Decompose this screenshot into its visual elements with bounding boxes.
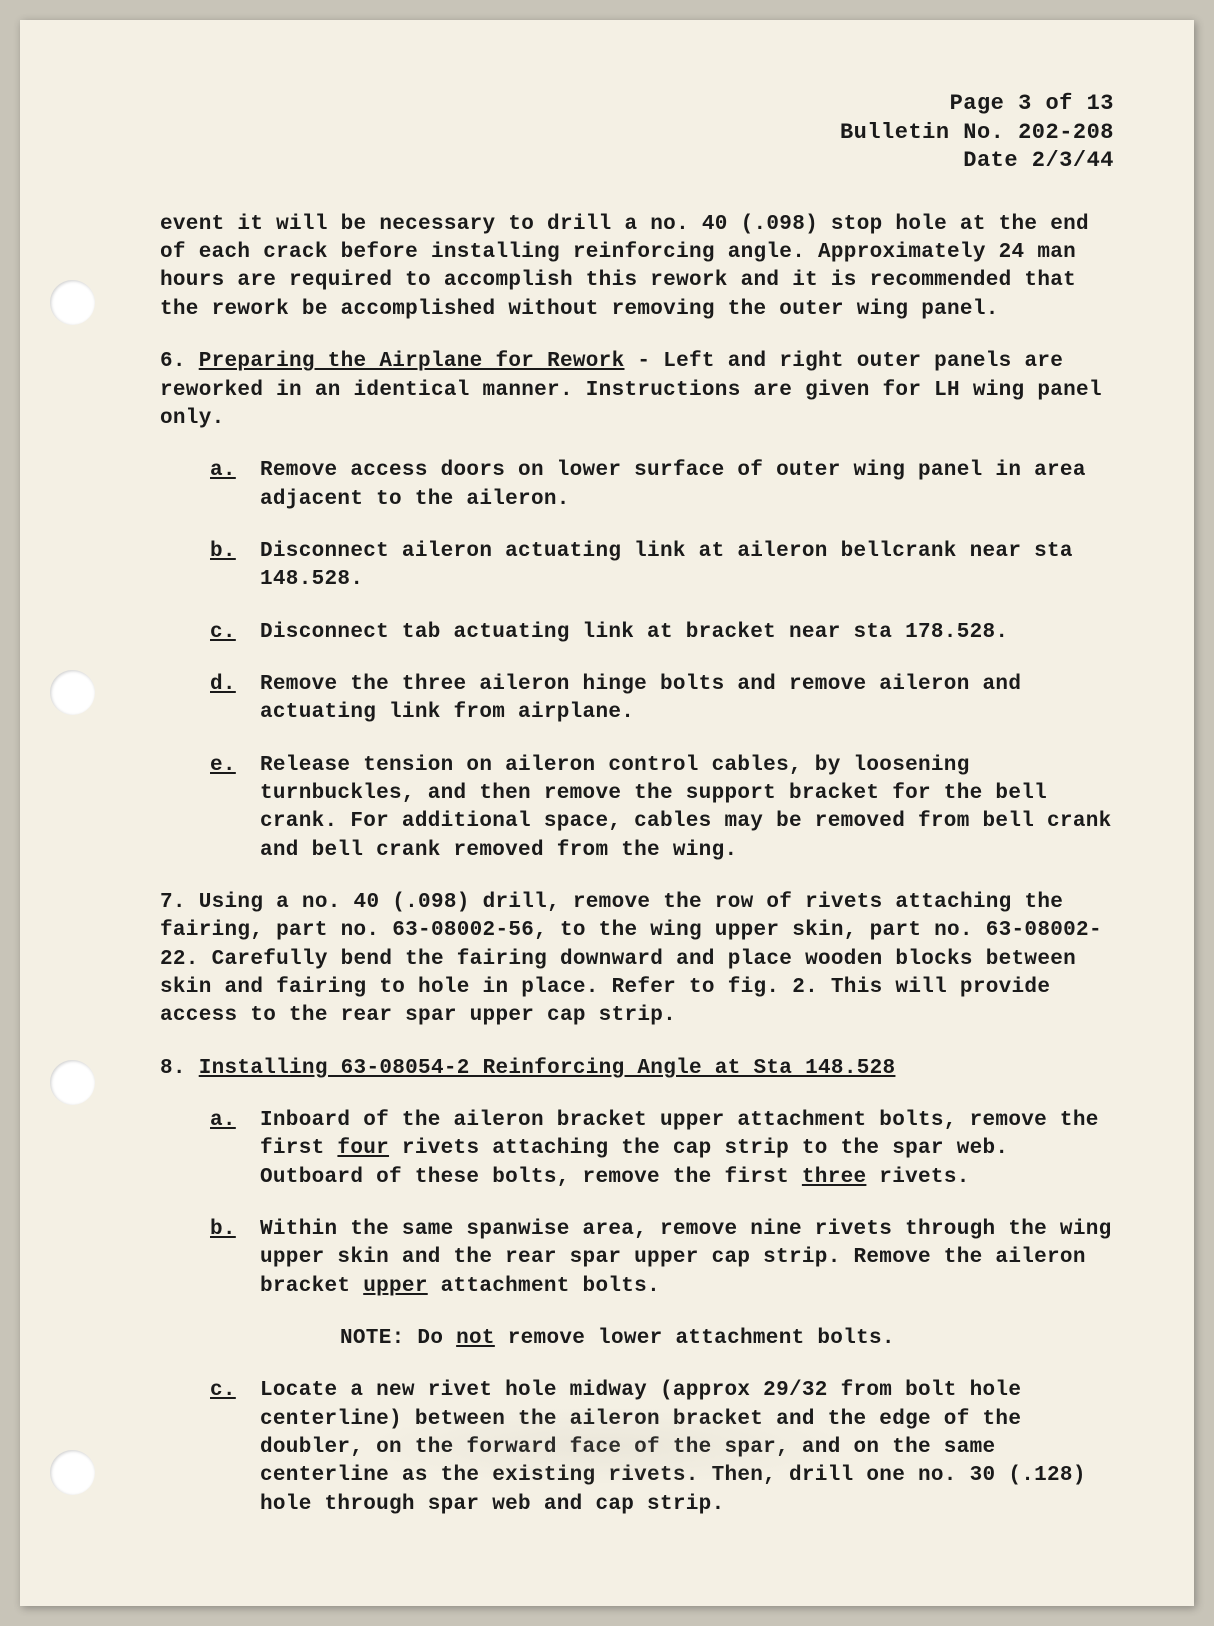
section-text: Using a no. 40 (.098) drill, remove the … bbox=[160, 891, 1102, 1027]
document-body: event it will be necessary to drill a no… bbox=[160, 211, 1114, 1519]
item-text: Remove access doors on lower surface of … bbox=[260, 457, 1114, 514]
punch-hole bbox=[50, 1060, 95, 1105]
list-item: a. Remove access doors on lower surface … bbox=[210, 457, 1114, 514]
punch-hole bbox=[50, 670, 95, 715]
punch-hole bbox=[50, 280, 95, 325]
item-label: c. bbox=[210, 1377, 260, 1519]
section-title: Preparing the Airplane for Rework bbox=[199, 350, 625, 373]
document-page: Page 3 of 13 Bulletin No. 202-208 Date 2… bbox=[20, 20, 1194, 1606]
page-number: Page 3 of 13 bbox=[160, 90, 1114, 119]
section-title: Installing 63-08054-2 Reinforcing Angle … bbox=[199, 1057, 896, 1080]
item-label: b. bbox=[210, 1216, 260, 1301]
bulletin-date: Date 2/3/44 bbox=[160, 147, 1114, 176]
section-6: 6. Preparing the Airplane for Rework - L… bbox=[160, 348, 1114, 433]
item-text: Remove the three aileron hinge bolts and… bbox=[260, 671, 1114, 728]
item-text: Within the same spanwise area, remove ni… bbox=[260, 1216, 1114, 1301]
item-label: d. bbox=[210, 671, 260, 728]
list-item: a. Inboard of the aileron bracket upper … bbox=[210, 1107, 1114, 1192]
bulletin-number: Bulletin No. 202-208 bbox=[160, 119, 1114, 148]
list-item: c. Disconnect tab actuating link at brac… bbox=[210, 619, 1114, 647]
item-label: e. bbox=[210, 752, 260, 865]
item-text: Disconnect aileron actuating link at ail… bbox=[260, 538, 1114, 595]
section-8: 8. Installing 63-08054-2 Reinforcing Ang… bbox=[160, 1055, 1114, 1083]
item-text: Disconnect tab actuating link at bracket… bbox=[260, 619, 1114, 647]
item-text: Inboard of the aileron bracket upper att… bbox=[260, 1107, 1114, 1192]
section-7: 7. Using a no. 40 (.098) drill, remove t… bbox=[160, 889, 1114, 1031]
item-label: a. bbox=[210, 457, 260, 514]
item-text: Release tension on aileron control cable… bbox=[260, 752, 1114, 865]
page-smudge bbox=[357, 1406, 857, 1486]
list-item: e. Release tension on aileron control ca… bbox=[210, 752, 1114, 865]
note-text: NOTE: Do not remove lower attachment bol… bbox=[340, 1325, 1114, 1353]
list-item: b. Disconnect aileron actuating link at … bbox=[210, 538, 1114, 595]
intro-paragraph: event it will be necessary to drill a no… bbox=[160, 211, 1114, 324]
punch-hole bbox=[50, 1450, 95, 1495]
list-item: b. Within the same spanwise area, remove… bbox=[210, 1216, 1114, 1301]
list-item: d. Remove the three aileron hinge bolts … bbox=[210, 671, 1114, 728]
item-label: a. bbox=[210, 1107, 260, 1192]
section-number: 6. bbox=[160, 350, 186, 373]
section-number: 7. bbox=[160, 891, 186, 914]
item-label: b. bbox=[210, 538, 260, 595]
item-label: c. bbox=[210, 619, 260, 647]
page-header: Page 3 of 13 Bulletin No. 202-208 Date 2… bbox=[160, 90, 1114, 176]
section-number: 8. bbox=[160, 1057, 186, 1080]
